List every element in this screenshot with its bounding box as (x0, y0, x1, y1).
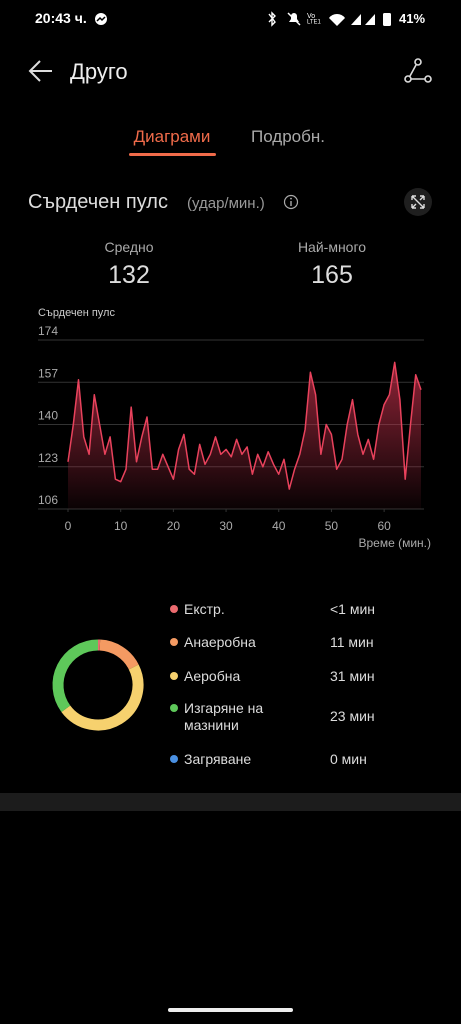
share-button[interactable] (404, 58, 432, 84)
header-title: Друго (70, 59, 128, 84)
legend-dot (170, 672, 178, 680)
tab[interactable]: Подробн. (251, 127, 325, 146)
legend-dot (170, 638, 178, 646)
donut-segment (99, 639, 139, 670)
stat-label: Средно (104, 239, 154, 255)
legend-value: <1 мин (330, 601, 376, 617)
x-tick-label: 30 (219, 519, 233, 533)
svg-text:LTE1: LTE1 (307, 20, 322, 26)
x-tick-label: 40 (272, 519, 286, 533)
legend-value: 23 мин (330, 708, 375, 724)
legend-dot (170, 704, 178, 712)
heart-rate-area (68, 362, 421, 509)
section-title: Сърдечен пулс (28, 191, 168, 213)
section-unit: (удар/мин.) (187, 195, 265, 212)
zone-donut (52, 639, 144, 731)
status-time: 20:43 ч. (35, 10, 87, 26)
heart-rate-line (67, 361, 422, 490)
legend-name: Анаеробна (184, 634, 256, 650)
legend-name: Загряване (184, 751, 252, 767)
donut-segment (52, 639, 99, 712)
x-axis-label: Време (мин.) (358, 536, 431, 550)
divider (0, 793, 461, 811)
home-indicator (168, 1008, 293, 1012)
legend-value: 31 мин (330, 668, 375, 684)
y-tick-label: 157 (38, 366, 58, 380)
stat-value: 165 (311, 261, 353, 289)
legend-name: Екстр. (184, 601, 225, 617)
heart-rate-chart: Сърдечен пулс Време (мин.) 106 123 140 157 1… (38, 307, 431, 550)
svg-text:Vo: Vo (307, 13, 315, 20)
donut-segment (61, 664, 144, 731)
y-tick-label: 140 (38, 409, 58, 423)
status-battery: 41% (399, 11, 426, 26)
legend-value: 11 мин (330, 634, 374, 650)
x-tick-label: 20 (167, 519, 181, 533)
tab-underline (129, 153, 216, 156)
tab-active[interactable]: Диаграми (133, 127, 211, 146)
y-tick-label: 123 (38, 451, 58, 465)
x-tick-label: 50 (325, 519, 339, 533)
y-axis-label: Сърдечен пулс (38, 307, 115, 319)
legend-name: Аеробна (184, 668, 241, 684)
stat-value: 132 (108, 261, 150, 289)
x-tick-label: 60 (377, 519, 391, 533)
legend-name: Изгаряне на мазнини (184, 700, 264, 733)
legend-dot (170, 605, 178, 613)
x-tick-label: 10 (114, 519, 128, 533)
y-tick-label: 174 (38, 324, 58, 338)
messenger-icon (95, 13, 107, 25)
expand-button[interactable] (403, 187, 433, 217)
back-button[interactable] (28, 59, 54, 83)
info-icon[interactable] (283, 194, 299, 210)
legend-value: 0 мин (330, 751, 367, 767)
y-tick-label: 106 (38, 493, 58, 507)
stat-label: Най-много (297, 239, 367, 255)
legend-dot (170, 755, 178, 763)
x-tick-label: 0 (65, 519, 72, 533)
